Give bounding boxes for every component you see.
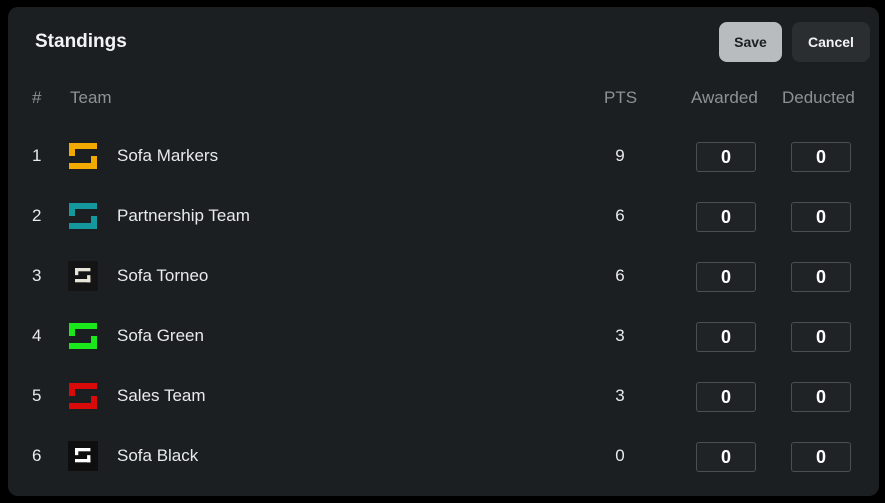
team-name: Sales Team	[117, 386, 206, 405]
table-row: 4 Sofa Green 3 0 0	[8, 307, 879, 367]
awarded-input[interactable]: 0	[696, 322, 756, 352]
team-logo-icon	[68, 141, 98, 171]
team-logo-icon	[68, 201, 98, 231]
save-button[interactable]: Save	[719, 22, 782, 62]
awarded-input[interactable]: 0	[696, 442, 756, 472]
points: 0	[615, 446, 625, 465]
deducted-input[interactable]: 0	[791, 262, 851, 292]
column-pts: PTS	[604, 88, 638, 107]
table-row: 2 Partnership Team 6 0 0	[8, 187, 879, 247]
rank: 2	[32, 206, 42, 225]
awarded-input[interactable]: 0	[696, 262, 756, 292]
column-awarded: Awarded	[691, 88, 758, 107]
table-row: 6 Sofa Black 0 0 0	[8, 427, 879, 487]
deducted-input[interactable]: 0	[791, 322, 851, 352]
awarded-input[interactable]: 0	[696, 202, 756, 232]
page-title: Standings	[35, 31, 127, 52]
team-name: Sofa Markers	[117, 146, 219, 165]
deducted-input[interactable]: 0	[791, 382, 851, 412]
rank: 5	[32, 386, 42, 405]
rank: 1	[32, 146, 42, 165]
team-name: Sofa Torneo	[117, 266, 209, 285]
rank: 6	[32, 446, 42, 465]
table-row: 1 Sofa Markers 9 0 0	[8, 127, 879, 187]
team-name: Partnership Team	[117, 206, 250, 225]
rank: 3	[32, 266, 42, 285]
table-row: 3 Sofa Torneo 6 0 0	[8, 247, 879, 307]
points: 3	[615, 326, 625, 345]
team-name: Sofa Green	[117, 326, 204, 345]
team-name: Sofa Black	[117, 446, 199, 465]
awarded-input[interactable]: 0	[696, 142, 756, 172]
team-logo-icon	[68, 261, 98, 291]
awarded-input[interactable]: 0	[696, 382, 756, 412]
table-row: 5 Sales Team 3 0 0	[8, 367, 879, 427]
cancel-button[interactable]: Cancel	[792, 22, 870, 62]
rank: 4	[32, 326, 42, 345]
points: 9	[615, 146, 625, 165]
team-logo-icon	[68, 321, 98, 351]
deducted-input[interactable]: 0	[791, 142, 851, 172]
team-logo-icon	[68, 381, 98, 411]
column-team: Team	[70, 88, 112, 107]
points: 6	[615, 206, 625, 225]
standings-panel: Standings Save Cancel # Team PTS Awarded…	[8, 7, 879, 496]
column-rank: #	[32, 88, 42, 107]
deducted-input[interactable]: 0	[791, 442, 851, 472]
points: 6	[615, 266, 625, 285]
team-logo-icon	[68, 441, 98, 471]
column-deducted: Deducted	[782, 88, 855, 107]
points: 3	[615, 386, 625, 405]
deducted-input[interactable]: 0	[791, 202, 851, 232]
